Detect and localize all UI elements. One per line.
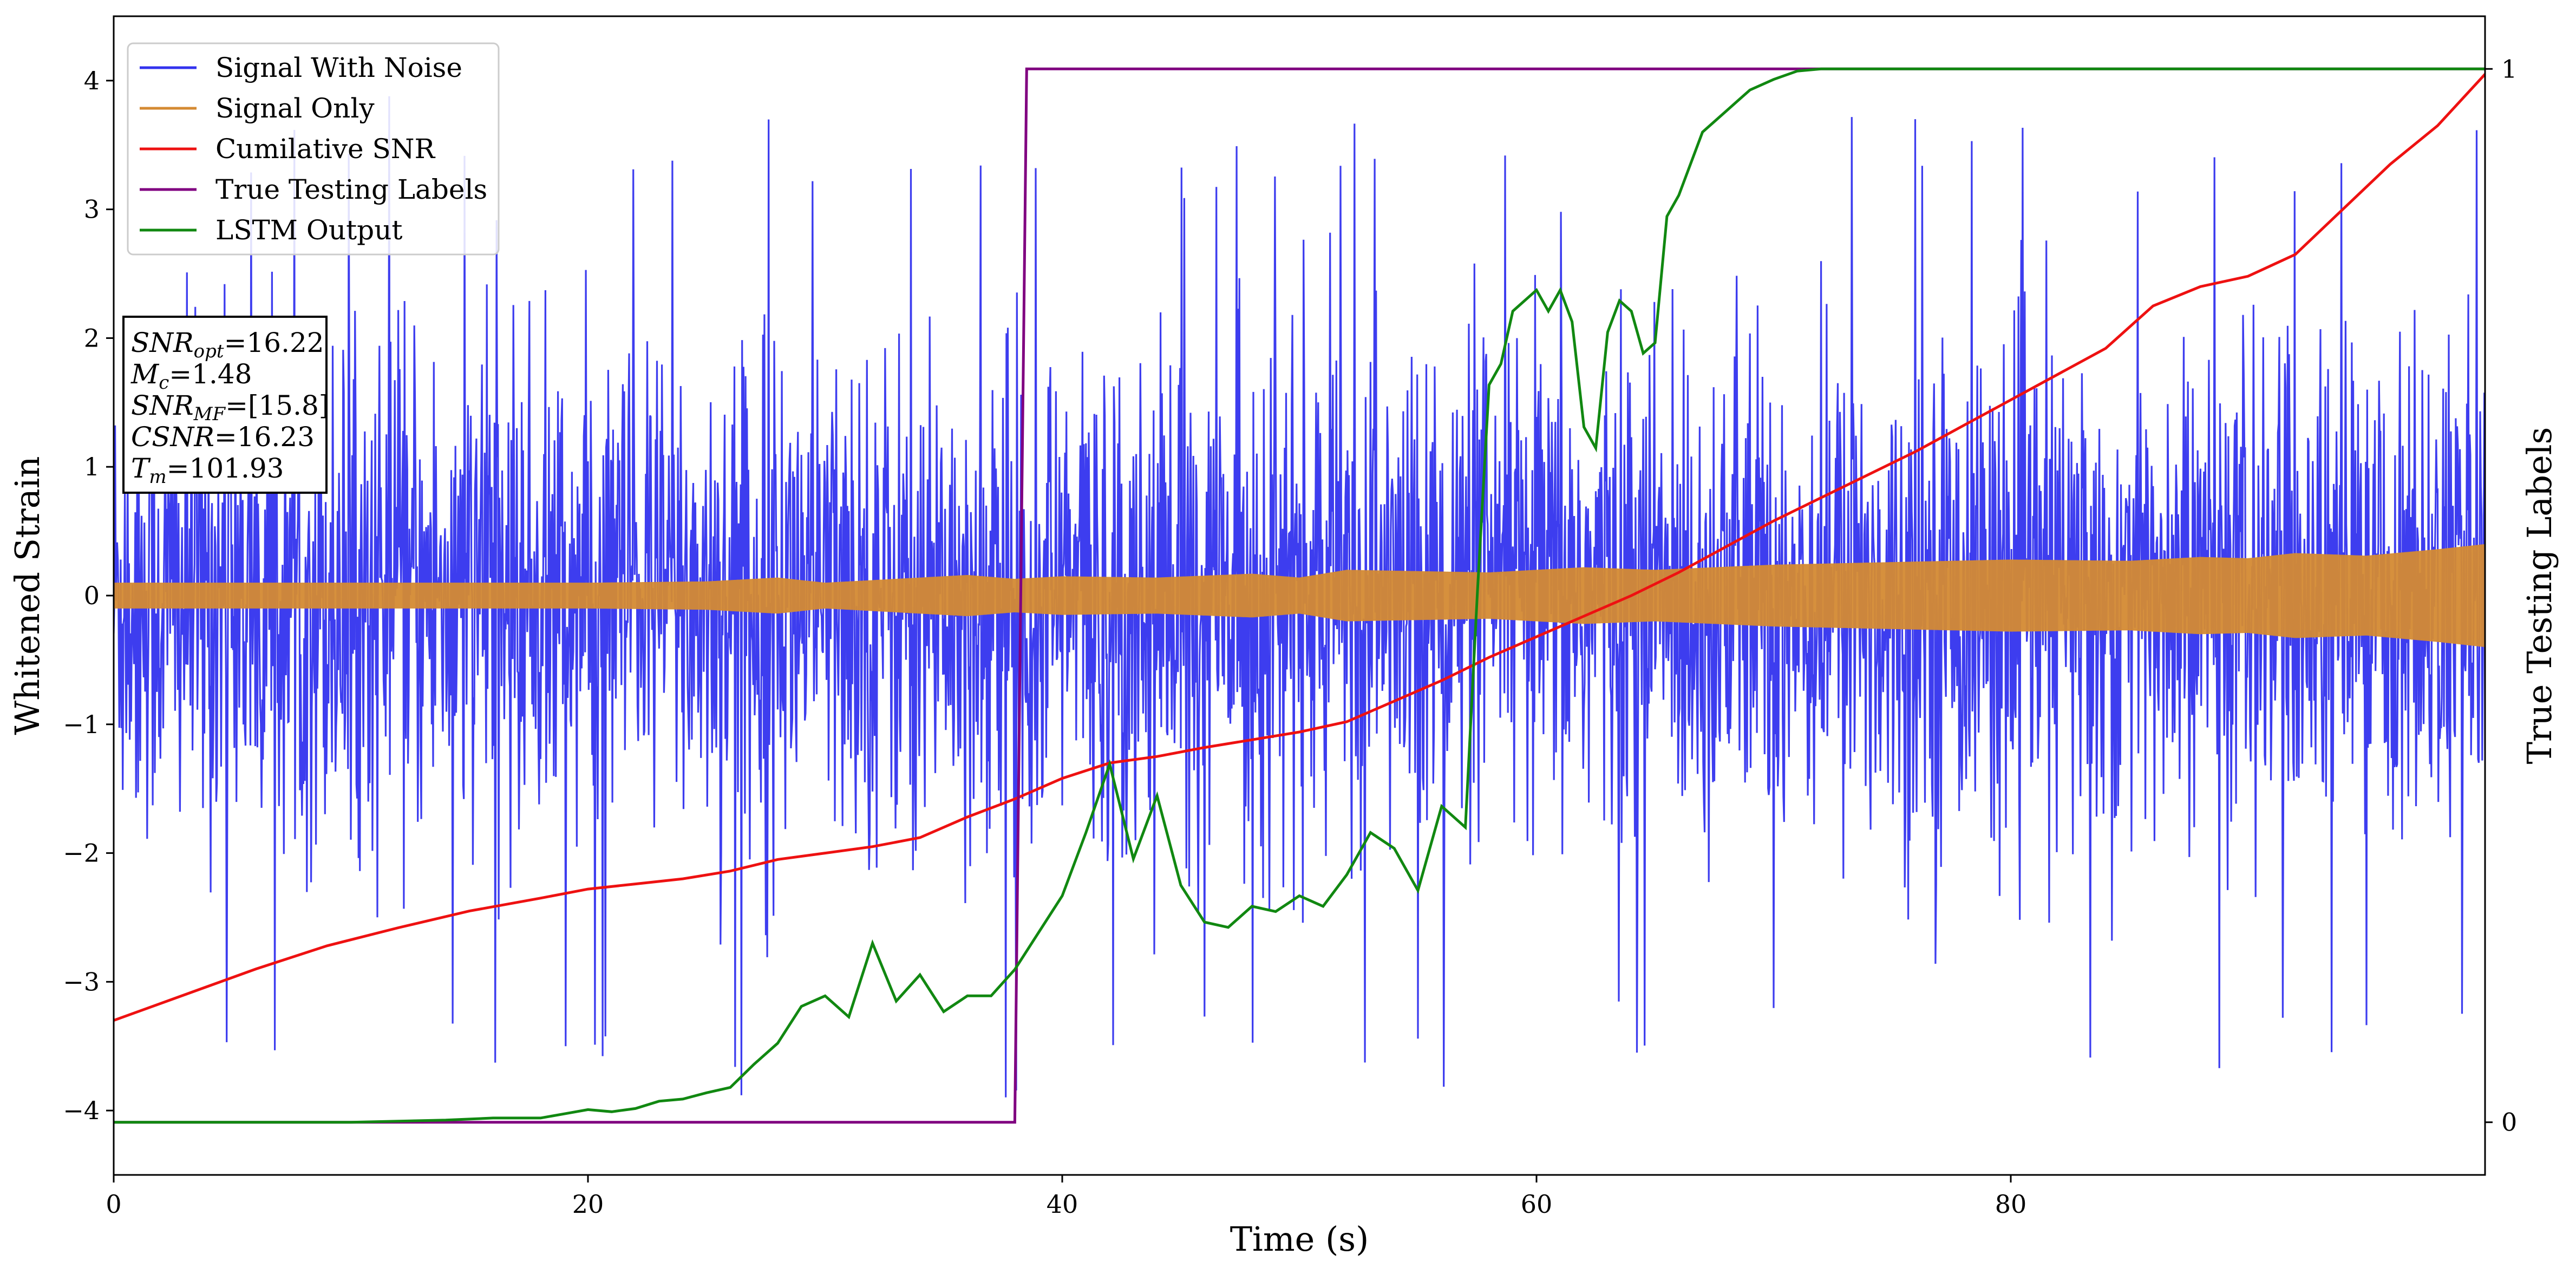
y-tick-label: −3 — [63, 967, 100, 996]
series-lstm-output — [114, 67, 2485, 1124]
series-true-testing-labels — [114, 67, 2485, 1124]
y2-tick-label: 0 — [2501, 1108, 2517, 1137]
legend-label: Signal Only — [215, 93, 375, 124]
y-axis-label: Whitened Strain — [8, 456, 47, 735]
x-tick-label: 60 — [1521, 1190, 1553, 1219]
parameter-line: Tm=101.93 — [131, 453, 284, 488]
series-layer — [114, 67, 2485, 1124]
y-tick-label: 2 — [84, 323, 100, 352]
x-axis: 0 20 40 60 80 — [106, 1175, 2026, 1219]
x-tick-label: 40 — [1047, 1190, 1078, 1219]
legend: Signal With Noise Signal Only Cumilative S… — [127, 42, 500, 256]
legend-label: Signal With Noise — [215, 52, 462, 83]
plot-area — [114, 67, 2485, 1124]
series-signal-only — [114, 544, 2485, 648]
x-tick-label: 20 — [572, 1190, 604, 1219]
y-tick-label: 1 — [84, 452, 100, 481]
parameter-line: CSNR=16.23 — [131, 421, 315, 453]
y-tick-label: 0 — [84, 581, 100, 610]
y-tick-label: −4 — [63, 1096, 100, 1125]
y-axis-right: 10 — [2485, 54, 2517, 1137]
parameter-line: SNRMF=[15.8] — [131, 390, 329, 425]
y2-tick-label: 1 — [2501, 54, 2517, 83]
y-tick-label: −2 — [63, 839, 100, 868]
legend-box — [127, 42, 500, 256]
parameter-box-frame — [122, 316, 328, 494]
y2-axis-label: True Testing Labels — [2520, 427, 2559, 765]
legend-label: True Testing Labels — [215, 174, 487, 205]
series-cumulative-snr — [114, 73, 2485, 1022]
x-tick-label: 80 — [1995, 1190, 2027, 1219]
parameter-box: SNRopt=16.22Mc=1.48SNRMF=[15.8]CSNR=16.2… — [122, 316, 329, 494]
x-tick-label: 0 — [106, 1190, 121, 1219]
y-tick-label: 4 — [84, 66, 100, 95]
y-axis-left: 4 3 2 1 0 −1 −2 −3 −4 — [63, 66, 114, 1125]
y-tick-label: −1 — [63, 710, 100, 739]
legend-label: Cumilative SNR — [215, 133, 435, 165]
legend-label: LSTM Output — [215, 214, 402, 246]
parameter-line: Mc=1.48 — [130, 358, 252, 394]
parameter-line: SNRopt=16.22 — [131, 327, 324, 362]
y-tick-label: 3 — [84, 195, 100, 224]
x-axis-label: Time (s) — [1230, 1219, 1369, 1259]
